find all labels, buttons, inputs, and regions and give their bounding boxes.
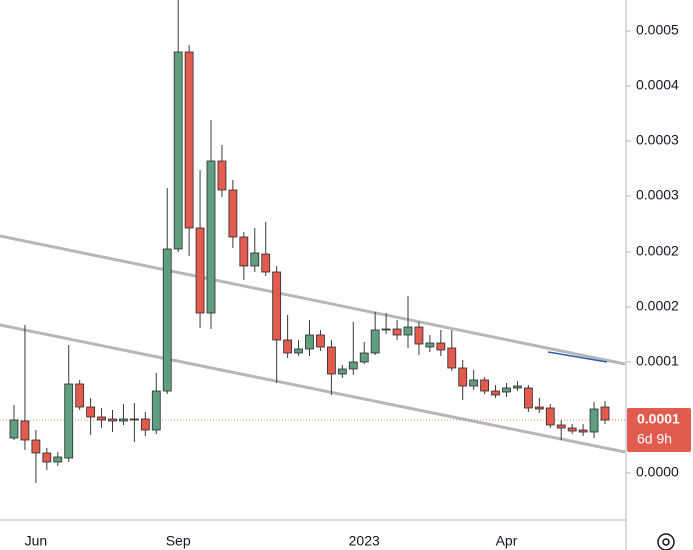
y-tick-label: 0.0000	[636, 464, 679, 480]
candle-body	[140, 418, 150, 431]
candle-body	[370, 329, 380, 354]
y-tick-label: 0.0004	[636, 77, 679, 93]
countdown-label: 6d 9h	[637, 431, 672, 447]
candle-body	[523, 387, 533, 409]
candle-body	[502, 387, 511, 393]
candle-body	[534, 406, 544, 410]
candle-body	[480, 379, 490, 392]
candle-body	[151, 390, 161, 431]
candle-body	[392, 328, 402, 336]
candle-body	[184, 51, 194, 229]
candle-body	[326, 346, 336, 375]
last-price-box	[627, 408, 691, 452]
candle-body	[589, 408, 599, 433]
y-tick-label: 0.0005	[636, 22, 679, 38]
y-tick-label: 0.0003	[636, 132, 679, 148]
candle-body	[316, 334, 325, 348]
indicator-line	[547, 351, 608, 363]
candle-body	[119, 418, 128, 422]
settings-hub	[662, 538, 670, 546]
candle-body	[567, 427, 577, 432]
settings-ring	[657, 533, 675, 550]
candle-body	[162, 248, 172, 392]
candle-body	[272, 271, 282, 341]
candle-body	[469, 379, 479, 387]
candle-body	[97, 416, 106, 421]
candle-body	[217, 160, 227, 191]
candle-body	[381, 328, 391, 331]
last-price-label: 0.0001	[637, 411, 680, 427]
candle-body	[305, 334, 314, 350]
candle-body	[173, 51, 183, 250]
y-tick-label: 0.0001	[636, 353, 679, 369]
trend-line-lower	[0, 323, 626, 454]
candle-body	[425, 342, 435, 348]
candle-body	[9, 419, 19, 439]
candle-body	[545, 407, 555, 426]
candle-body	[578, 429, 588, 433]
candle-body	[195, 227, 205, 314]
settings-icon[interactable]	[657, 533, 675, 550]
candle-body	[458, 367, 468, 387]
candle-body	[53, 456, 63, 463]
candle-body	[403, 326, 413, 336]
y-tick-label: 0.0002	[636, 298, 679, 314]
candle-body	[513, 385, 522, 389]
candle-body	[31, 439, 41, 454]
candle-body	[20, 420, 30, 441]
candle-body	[250, 252, 260, 267]
y-tick-label: 0.0002	[636, 243, 679, 259]
candle-body	[129, 418, 139, 421]
candle-body	[600, 406, 610, 421]
x-tick-label: Apr	[496, 533, 518, 549]
x-tick-label: Jun	[25, 533, 48, 549]
candle-body	[436, 342, 446, 351]
candle-body	[206, 160, 216, 314]
candle-body	[337, 368, 347, 375]
candle-body	[108, 418, 117, 422]
candle-body	[447, 347, 457, 369]
candle-body	[283, 339, 293, 354]
candle-body	[239, 236, 249, 267]
candle-body	[42, 452, 52, 463]
candle-body	[261, 253, 271, 273]
candle-body	[414, 326, 424, 345]
x-tick-label: 2023	[349, 533, 380, 549]
y-tick-label: 0.0003	[636, 187, 679, 203]
candle-body	[64, 383, 74, 459]
x-tick-label: Sep	[166, 533, 191, 549]
candle-body	[359, 352, 369, 363]
candle-body	[86, 406, 96, 418]
candle-body	[491, 390, 500, 396]
trend-line-upper	[0, 234, 626, 366]
candle-body	[556, 424, 566, 429]
candle-body	[348, 361, 358, 370]
candle-body	[228, 189, 238, 238]
candle-body	[75, 383, 85, 408]
candle-body	[294, 348, 303, 354]
